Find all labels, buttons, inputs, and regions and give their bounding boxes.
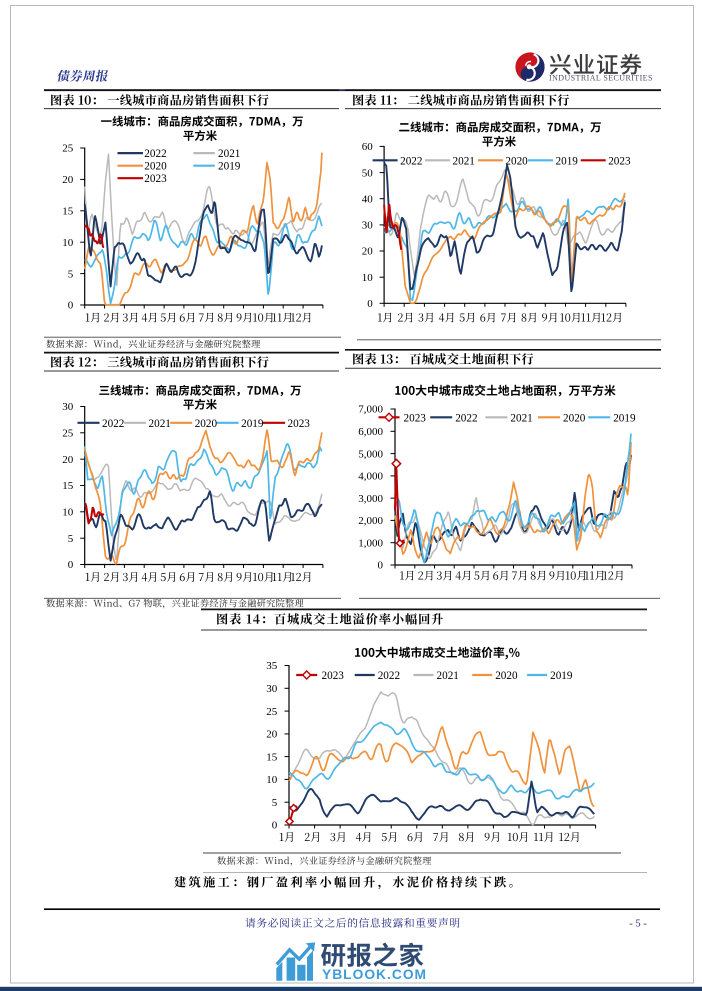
svg-text:0: 0: [272, 820, 278, 832]
svg-text:15: 15: [266, 751, 278, 763]
svg-text:2023: 2023: [288, 418, 311, 430]
svg-text:2021: 2021: [510, 412, 532, 424]
svg-text:3,000: 3,000: [358, 493, 383, 505]
svg-text:YBLOOK.COM: YBLOOK.COM: [322, 967, 427, 982]
svg-text:2022: 2022: [144, 148, 166, 160]
svg-text:50: 50: [362, 167, 374, 179]
svg-text:20: 20: [266, 729, 278, 741]
svg-text:10: 10: [62, 237, 74, 249]
svg-text:2022: 2022: [102, 418, 124, 430]
svg-text:2021: 2021: [453, 155, 475, 167]
svg-text:40: 40: [362, 193, 374, 205]
svg-text:0: 0: [68, 300, 74, 312]
svg-text:2020: 2020: [144, 161, 167, 173]
svg-text:- 5 -: - 5 -: [629, 919, 647, 930]
svg-text:25: 25: [62, 428, 74, 440]
svg-text:0: 0: [367, 298, 373, 310]
svg-text:2021: 2021: [437, 670, 459, 682]
svg-text:10: 10: [362, 272, 374, 284]
svg-text:20: 20: [62, 454, 74, 466]
svg-text:6,000: 6,000: [358, 426, 383, 438]
svg-text:15: 15: [62, 206, 74, 218]
svg-text:0: 0: [378, 560, 384, 572]
svg-text:60: 60: [362, 141, 374, 153]
svg-text:2022: 2022: [400, 155, 422, 167]
svg-text:2,000: 2,000: [358, 515, 383, 527]
svg-text:30: 30: [266, 683, 278, 695]
svg-text:5: 5: [68, 533, 74, 545]
svg-text:5,000: 5,000: [358, 448, 383, 460]
svg-text:1,000: 1,000: [358, 538, 383, 550]
svg-text:2020: 2020: [563, 412, 586, 424]
svg-text:35: 35: [266, 660, 278, 672]
svg-text:5: 5: [68, 268, 74, 280]
svg-text:25: 25: [62, 143, 74, 155]
svg-text:10: 10: [266, 774, 278, 786]
svg-text:30: 30: [362, 220, 374, 232]
svg-text:2023: 2023: [144, 173, 167, 185]
svg-text:2020: 2020: [495, 670, 518, 682]
svg-text:2019: 2019: [218, 161, 241, 173]
svg-text:2020: 2020: [505, 155, 528, 167]
svg-text:10: 10: [62, 507, 74, 519]
svg-text:0: 0: [68, 559, 74, 571]
svg-text:2021: 2021: [149, 418, 171, 430]
svg-text:2019: 2019: [241, 418, 264, 430]
svg-text:2022: 2022: [455, 412, 477, 424]
svg-text:2023: 2023: [608, 155, 631, 167]
svg-text:5: 5: [272, 797, 278, 809]
svg-text:2021: 2021: [218, 148, 240, 160]
svg-text:2019: 2019: [613, 412, 636, 424]
svg-text:25: 25: [266, 706, 278, 718]
svg-text:4,000: 4,000: [358, 471, 383, 483]
svg-text:2023: 2023: [404, 412, 427, 424]
svg-text:INDUSTRIAL SECURITIES: INDUSTRIAL SECURITIES: [549, 73, 653, 82]
svg-text:2019: 2019: [550, 670, 573, 682]
svg-text:2023: 2023: [322, 670, 345, 682]
svg-text:20: 20: [362, 246, 374, 258]
svg-text:15: 15: [62, 480, 74, 492]
svg-text:20: 20: [62, 174, 74, 186]
svg-text:2019: 2019: [556, 155, 579, 167]
svg-text:2022: 2022: [378, 670, 400, 682]
svg-text:7,000: 7,000: [358, 404, 383, 416]
svg-text:30: 30: [62, 401, 74, 413]
svg-text:2020: 2020: [195, 418, 218, 430]
